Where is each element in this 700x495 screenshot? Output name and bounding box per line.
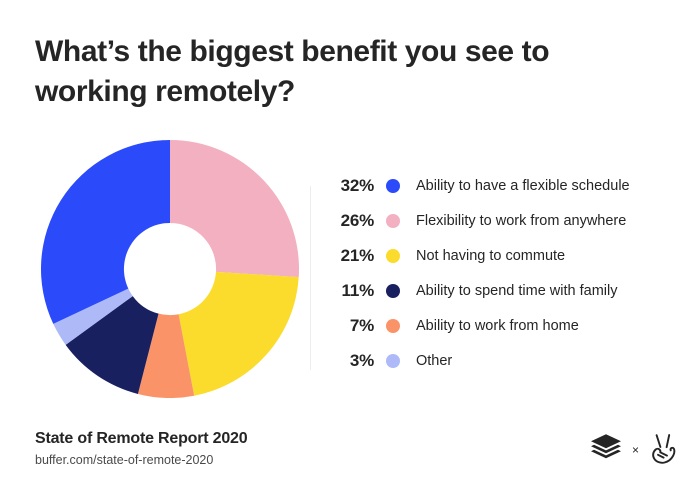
chart-legend: 32% Ability to have a flexible schedule 26… xyxy=(328,168,678,378)
donut-slice[interactable] xyxy=(65,296,159,394)
legend-color-dot-icon xyxy=(386,248,400,263)
legend-label: Other xyxy=(416,352,453,369)
donut-chart xyxy=(41,140,299,398)
page-title: What’s the biggest benefit you see to wo… xyxy=(35,35,550,108)
legend-row[interactable]: 32% Ability to have a flexible schedule xyxy=(328,168,678,203)
legend-label: Ability to work from home xyxy=(416,317,579,334)
legend-color-dot-icon xyxy=(386,283,400,298)
report-title: State of Remote Report 2020 xyxy=(35,430,248,447)
brand-marks: × xyxy=(589,428,682,472)
footer: State of Remote Report 2020 buffer.com/s… xyxy=(35,430,248,467)
donut-slice[interactable] xyxy=(137,313,195,398)
legend-percent: 21% xyxy=(340,245,375,265)
legend-divider xyxy=(310,186,311,370)
legend-label: Ability to spend time with family xyxy=(416,282,618,299)
brand-cross-symbol: × xyxy=(631,443,639,457)
buffer-logo-icon xyxy=(589,431,623,470)
donut-chart-svg xyxy=(41,140,299,398)
legend-percent: 32% xyxy=(340,175,375,195)
donut-slice-group xyxy=(41,140,299,398)
legend-label: Not having to commute xyxy=(416,247,566,264)
legend-color-dot-icon xyxy=(386,178,400,193)
legend-color-dot-icon xyxy=(386,318,400,333)
legend-percent: 7% xyxy=(349,315,374,335)
legend-row[interactable]: 26% Flexibility to work from anywhere xyxy=(328,203,678,238)
angellist-peace-hand-icon xyxy=(648,430,682,471)
legend-row[interactable]: 7% Ability to work from home xyxy=(328,308,678,343)
legend-row[interactable]: 11% Ability to spend time with family xyxy=(328,273,678,308)
legend-label: Flexibility to work from anywhere xyxy=(416,212,627,229)
legend-row[interactable]: 3% Other xyxy=(328,343,678,378)
legend-color-dot-icon xyxy=(386,213,400,228)
legend-row[interactable]: 21% Not having to commute xyxy=(328,238,678,273)
legend-percent: 3% xyxy=(349,350,374,370)
legend-percent: 26% xyxy=(340,210,375,230)
donut-slice[interactable] xyxy=(178,271,299,396)
legend-label: Ability to have a flexible schedule xyxy=(416,177,630,194)
legend-percent: 11% xyxy=(341,280,375,300)
donut-slice[interactable] xyxy=(53,288,133,345)
legend-color-dot-icon xyxy=(386,353,400,368)
donut-slice[interactable] xyxy=(170,140,299,278)
report-url[interactable]: buffer.com/state-of-remote-2020 xyxy=(35,453,214,467)
donut-slice[interactable] xyxy=(41,140,171,324)
